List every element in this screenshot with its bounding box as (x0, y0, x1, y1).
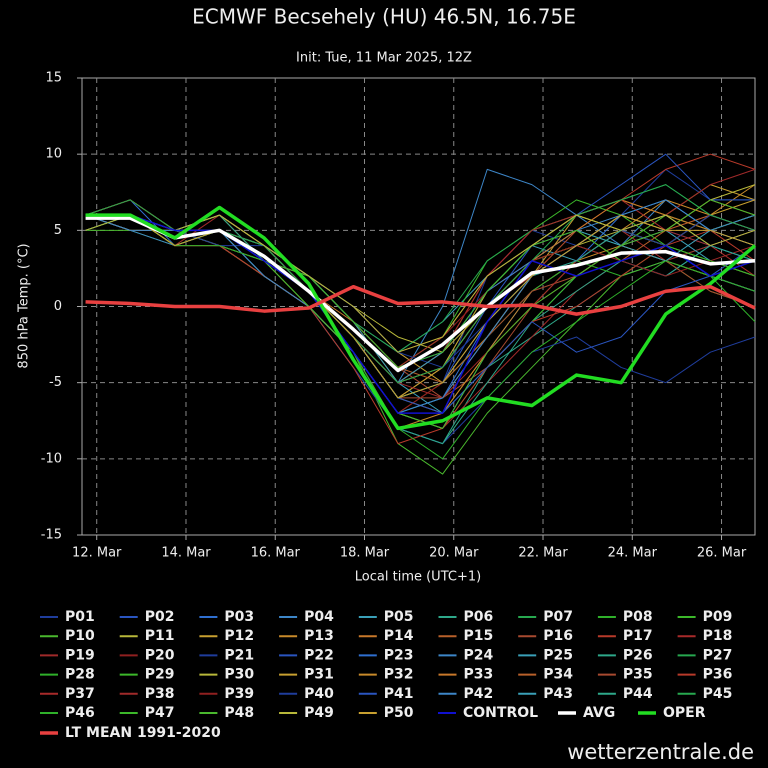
legend-label: P12 (224, 628, 254, 644)
legend-label: P03 (224, 609, 254, 625)
legend-label: P34 (543, 667, 573, 683)
series-line (85, 216, 756, 373)
series-line (85, 284, 756, 316)
legend-label: P35 (623, 667, 653, 683)
series-line (85, 214, 756, 460)
legend-label: P23 (384, 647, 414, 663)
legend-label: P14 (384, 628, 414, 644)
chart-subtitle: Init: Tue, 11 Mar 2025, 12Z (296, 51, 472, 66)
legend-label: P15 (464, 628, 494, 644)
legend-label: P27 (703, 647, 733, 663)
x-tick-label: 22. Mar (518, 546, 568, 561)
x-axis-label: Local time (UTC+1) (355, 570, 481, 585)
legend-label: P29 (145, 667, 175, 683)
legend-label: OPER (663, 705, 706, 721)
legend-label: P21 (224, 647, 254, 663)
x-tick-label: 18. Mar (340, 546, 390, 561)
y-tick-label: -5 (49, 375, 62, 390)
legend-label: P13 (304, 628, 334, 644)
x-tick-label: 12. Mar (72, 546, 122, 561)
legend-label: P37 (65, 686, 95, 702)
legend-label: P09 (703, 609, 733, 625)
legend-label: P42 (464, 686, 494, 702)
watermark: wetterzentrale.de (567, 740, 754, 764)
legend-label: P44 (623, 686, 653, 702)
legend-label: P48 (224, 705, 254, 721)
legend-label: P05 (384, 609, 414, 625)
y-tick-label: -15 (41, 528, 62, 543)
chart-title: ECMWF Becsehely (HU) 46.5N, 16.75E (192, 5, 576, 29)
y-tick-label: 5 (54, 223, 62, 238)
x-tick-label: 16. Mar (251, 546, 301, 561)
y-tick-label: 10 (45, 147, 62, 162)
legend-label: P04 (304, 609, 334, 625)
legend-label: P49 (304, 705, 334, 721)
series-line (85, 205, 757, 431)
legend-label: P45 (703, 686, 733, 702)
legend-label: P40 (304, 686, 334, 702)
y-tick-label: 0 (54, 299, 62, 314)
legend-label: P50 (384, 705, 414, 721)
legend-label: P02 (145, 609, 175, 625)
legend-label: P18 (703, 628, 733, 644)
x-tick-label: 14. Mar (161, 546, 211, 561)
legend-label: CONTROL (463, 705, 538, 721)
legend-label: P41 (384, 686, 414, 702)
legend-label: P30 (224, 667, 254, 683)
x-tick-label: 20. Mar (429, 546, 479, 561)
legend-label: P38 (145, 686, 175, 702)
legend-label: P47 (145, 705, 175, 721)
legend-label: P24 (464, 647, 494, 663)
legend-label: P26 (623, 647, 653, 663)
legend-label: P01 (65, 609, 95, 625)
legend-label: P43 (543, 686, 573, 702)
x-tick-label: 24. Mar (608, 546, 658, 561)
x-tick-label: 26. Mar (697, 546, 747, 561)
legend-label: P25 (543, 647, 573, 663)
legend-label: LT MEAN 1991-2020 (65, 725, 221, 741)
legend-label: P07 (543, 609, 573, 625)
legend-label: P31 (304, 667, 334, 683)
legend-label: P36 (703, 667, 733, 683)
legend-label: P11 (145, 628, 175, 644)
legend-label: P22 (304, 647, 334, 663)
legend-label: P16 (543, 628, 573, 644)
legend-label: P06 (464, 609, 494, 625)
legend-label: P10 (65, 628, 95, 644)
legend-label: P33 (464, 667, 494, 683)
y-tick-label: 15 (45, 71, 62, 86)
legend-label: P46 (65, 705, 95, 721)
series-line (85, 214, 756, 399)
legend-label: P39 (224, 686, 254, 702)
y-tick-label: -10 (41, 451, 62, 466)
legend-label: P17 (623, 628, 653, 644)
legend-label: P28 (65, 667, 95, 683)
y-axis-label: 850 hPa Temp. (°C) (17, 243, 32, 368)
legend-label: P08 (623, 609, 653, 625)
legend-label: P19 (65, 647, 95, 663)
legend-label: P20 (145, 647, 175, 663)
legend-label: AVG (583, 705, 615, 721)
legend-label: P32 (384, 667, 414, 683)
